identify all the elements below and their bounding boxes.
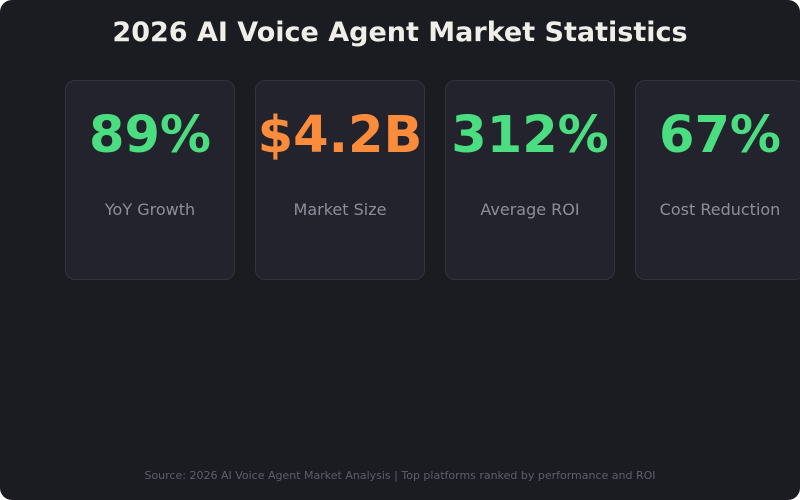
stat-value: 67% <box>658 106 782 165</box>
stat-label: YoY Growth <box>104 200 196 219</box>
source-note: Source: 2026 AI Voice Agent Market Analy… <box>144 469 656 482</box>
stat-value: 89% <box>88 106 212 165</box>
page-title: 2026 AI Voice Agent Market Statistics <box>112 17 688 48</box>
stat-value: $4.2B <box>257 106 423 165</box>
stat-card-average-roi <box>445 80 615 280</box>
stat-card-yoy-growth <box>65 80 235 280</box>
stat-card-market-size <box>255 80 425 280</box>
stat-card-cost-reduction <box>635 80 800 280</box>
stat-label: Cost Reduction <box>659 200 781 219</box>
stat-label: Market Size <box>293 200 387 219</box>
stat-label: Average ROI <box>480 200 580 219</box>
stat-value: 312% <box>451 106 609 165</box>
